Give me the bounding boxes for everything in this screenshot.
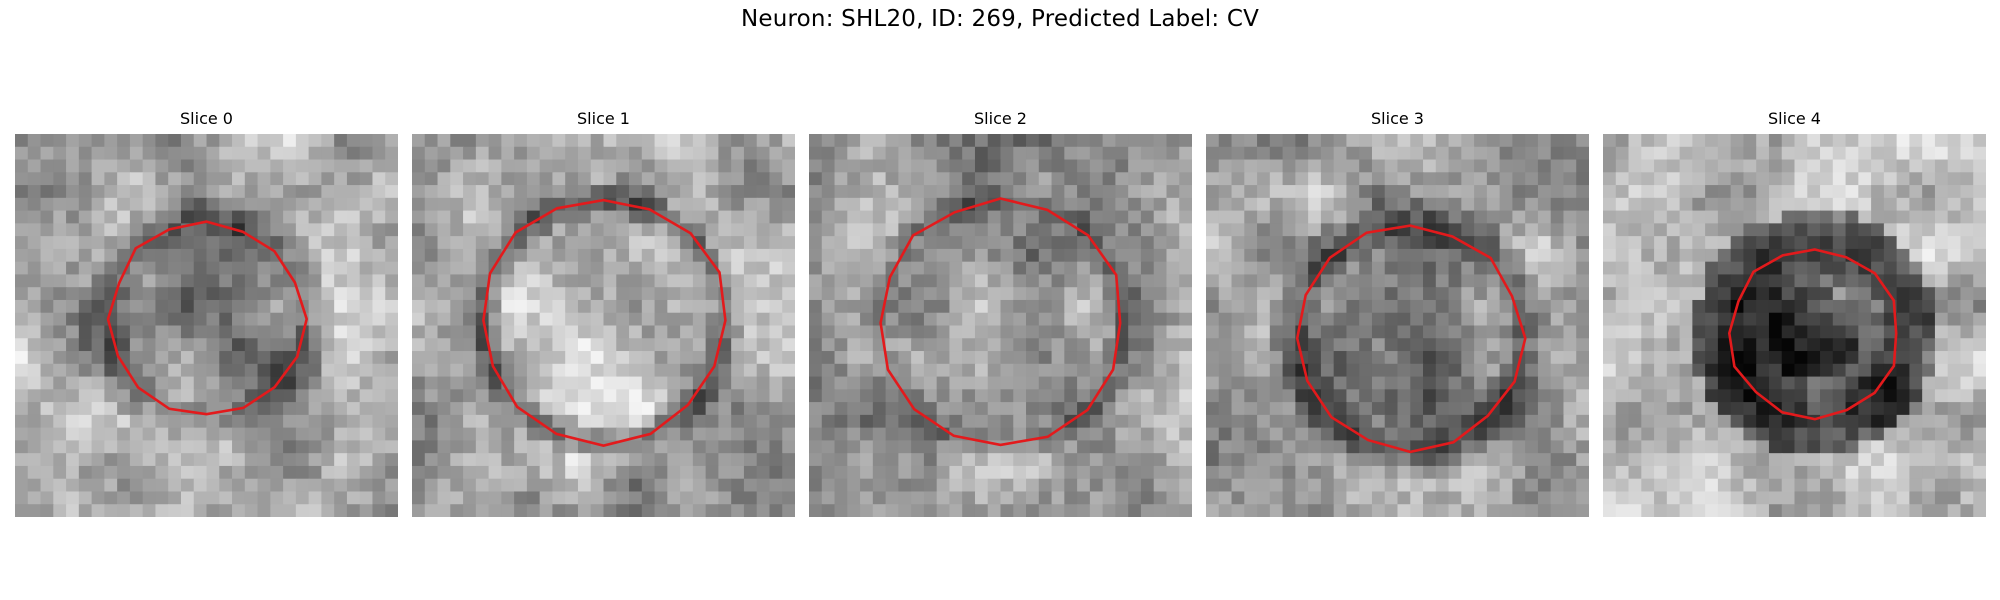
slice-image bbox=[1206, 134, 1589, 517]
slice-image bbox=[412, 134, 795, 517]
segmentation-contour bbox=[1295, 224, 1527, 454]
segmentation-contour bbox=[482, 198, 727, 447]
slice-image bbox=[15, 134, 398, 517]
slice-title: Slice 1 bbox=[577, 109, 630, 128]
slice-title: Slice 3 bbox=[1371, 109, 1424, 128]
slice-title: Slice 4 bbox=[1768, 109, 1821, 128]
figure-title: Neuron: SHL20, ID: 269, Predicted Label:… bbox=[740, 6, 1260, 32]
segmentation-contour bbox=[1727, 248, 1898, 421]
segmentation-contour bbox=[106, 220, 309, 416]
slice-title: Slice 0 bbox=[180, 109, 233, 128]
slice-image bbox=[809, 134, 1192, 517]
slice-image bbox=[1603, 134, 1986, 517]
slice-title: Slice 2 bbox=[974, 109, 1027, 128]
segmentation-contour bbox=[879, 197, 1122, 447]
